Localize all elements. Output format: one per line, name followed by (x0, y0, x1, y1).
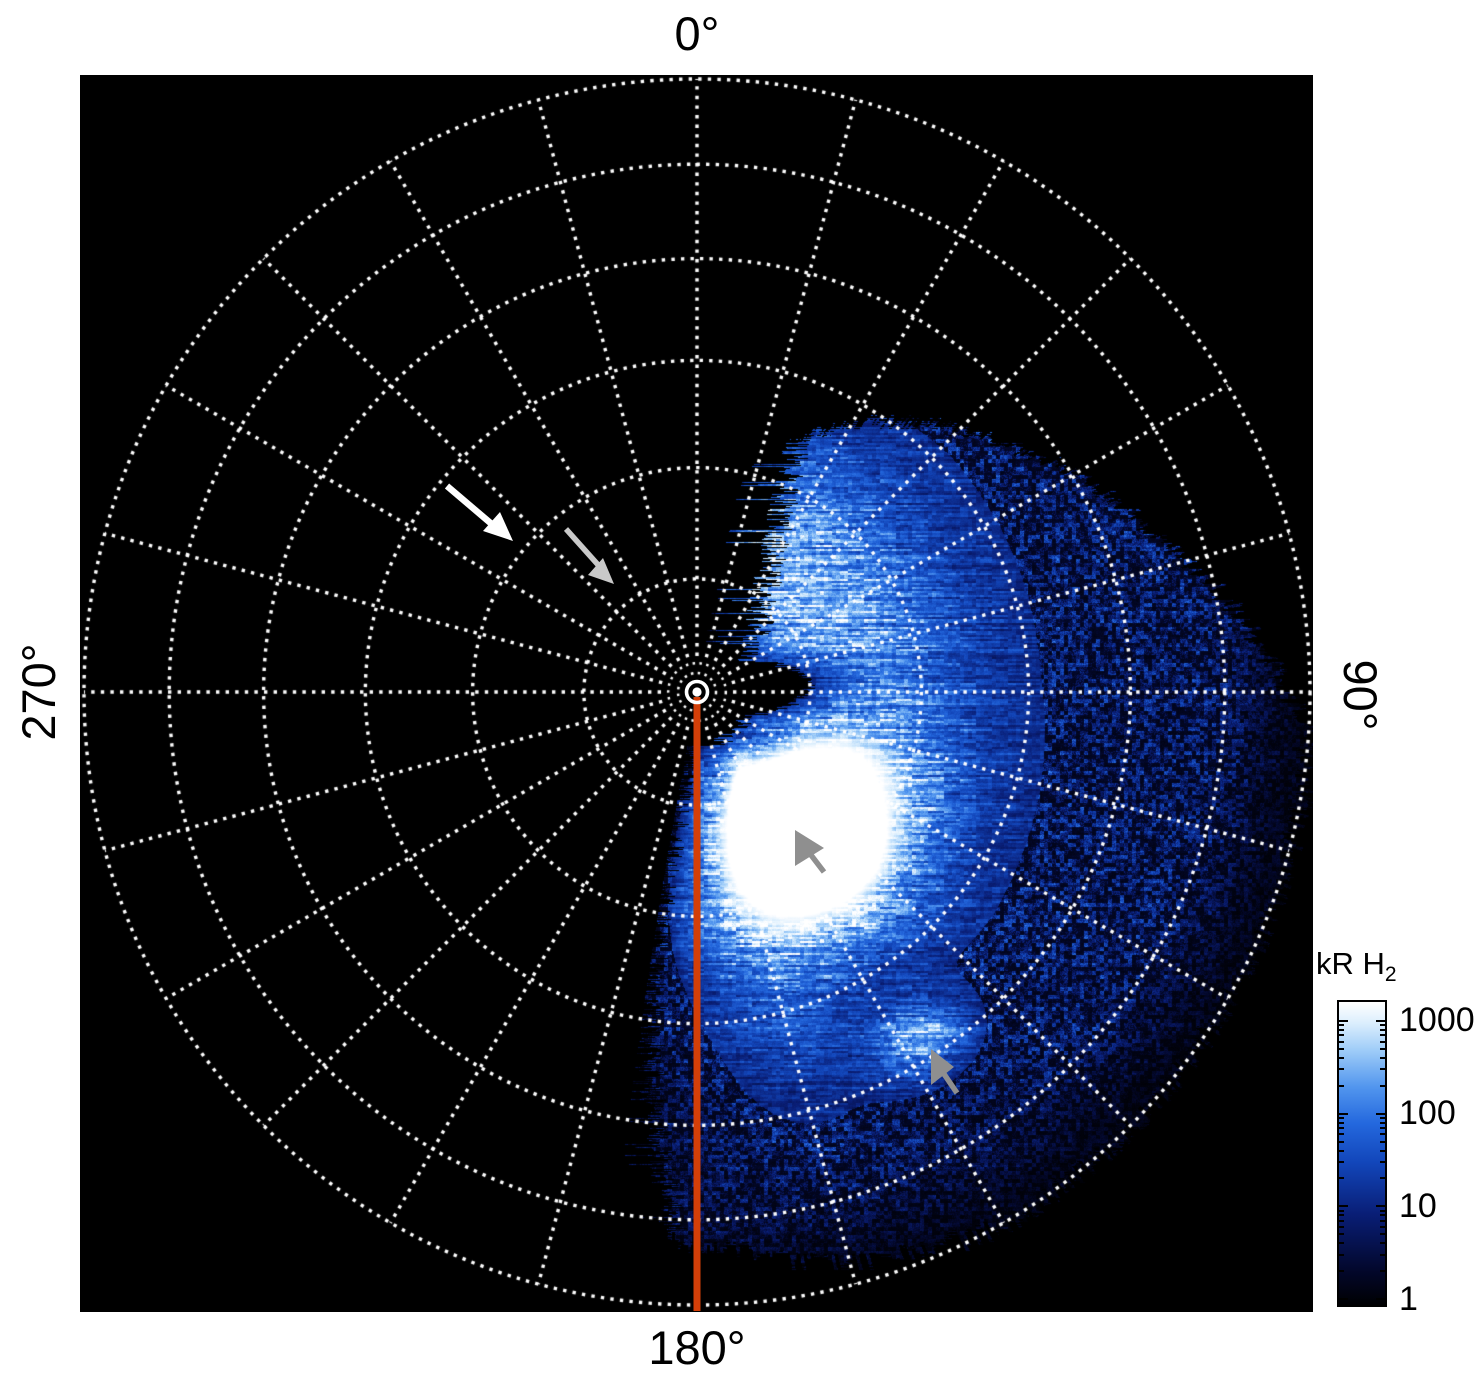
colorbar-minor-tick (1380, 1068, 1385, 1071)
colorbar-minor-tick (1380, 1040, 1385, 1043)
colorbar-major-tick (1339, 1020, 1348, 1022)
colorbar-tick-label-10: 10 (1399, 1187, 1437, 1225)
colorbar-minor-tick (1339, 1149, 1344, 1152)
colorbar-gradient (1337, 1000, 1387, 1307)
colorbar-minor-tick (1380, 1253, 1385, 1256)
colorbar-major-tick (1376, 1020, 1385, 1022)
colorbar-minor-tick (1380, 1214, 1385, 1217)
angle-label-270: 270° (12, 643, 65, 741)
colorbar-minor-tick (1380, 1161, 1385, 1164)
colorbar-minor-tick (1339, 1116, 1344, 1119)
colorbar-minor-tick (1380, 1127, 1385, 1130)
colorbar-tick-label-1000: 1000 (1399, 1001, 1475, 1039)
colorbar-minor-tick (1339, 1024, 1344, 1027)
colorbar-minor-tick (1339, 1219, 1344, 1222)
colorbar-major-tick (1376, 1298, 1385, 1301)
colorbar-minor-tick (1380, 1133, 1385, 1136)
colorbar-minor-tick (1339, 1214, 1344, 1217)
colorbar-minor-tick (1380, 1149, 1385, 1152)
colorbar-minor-tick (1380, 1028, 1385, 1031)
colorbar-minor-tick (1339, 1028, 1344, 1031)
colorbar-minor-tick (1339, 1133, 1344, 1136)
colorbar-minor-tick (1380, 1116, 1385, 1119)
angle-label-180: 180° (648, 1321, 746, 1374)
colorbar-minor-tick (1339, 1233, 1344, 1236)
colorbar-title: kR H2 (1316, 946, 1397, 987)
colorbar-minor-tick (1380, 1047, 1385, 1050)
colorbar-minor-tick (1339, 1127, 1344, 1130)
colorbar-minor-tick (1339, 1253, 1344, 1256)
colorbar-major-tick (1339, 1112, 1348, 1115)
colorbar-minor-tick (1380, 1270, 1385, 1273)
colorbar-minor-tick (1380, 1233, 1385, 1236)
colorbar-minor-tick (1339, 1177, 1344, 1180)
colorbar-major-tick (1376, 1112, 1385, 1115)
colorbar-minor-tick (1380, 1024, 1385, 1027)
colorbar-minor-tick (1380, 1121, 1385, 1124)
colorbar-minor-tick (1380, 1084, 1385, 1087)
angle-label-90: 90° (1334, 659, 1387, 731)
colorbar-major-tick (1376, 1205, 1385, 1208)
colorbar-tick-label-1: 1 (1399, 1280, 1418, 1318)
colorbar-title-text: kR H (1316, 946, 1385, 981)
colorbar-major-tick (1339, 1205, 1348, 1208)
colorbar-minor-tick (1339, 1209, 1344, 1212)
colorbar-minor-tick (1339, 1242, 1344, 1245)
colorbar-minor-tick (1339, 1034, 1344, 1037)
colorbar-minor-tick (1380, 1140, 1385, 1143)
colorbar-minor-tick (1380, 1242, 1385, 1245)
colorbar-minor-tick (1339, 1040, 1344, 1043)
colorbar-minor-tick (1339, 1140, 1344, 1143)
emission-map-canvas (80, 75, 1313, 1312)
colorbar-minor-tick (1339, 1270, 1344, 1273)
colorbar-minor-tick (1380, 1219, 1385, 1222)
colorbar-minor-tick (1380, 1209, 1385, 1212)
colorbar-minor-tick (1339, 1056, 1344, 1059)
colorbar-title-subscript: 2 (1384, 963, 1397, 987)
colorbar-minor-tick (1339, 1068, 1344, 1071)
colorbar-minor-tick (1380, 1034, 1385, 1037)
colorbar-tick-label-100: 100 (1399, 1094, 1456, 1132)
colorbar-minor-tick (1339, 1161, 1344, 1164)
colorbar-major-tick (1339, 1298, 1348, 1301)
colorbar-minor-tick (1380, 1056, 1385, 1059)
angle-label-0: 0° (674, 7, 720, 60)
colorbar-minor-tick (1339, 1047, 1344, 1050)
colorbar-minor-tick (1380, 1177, 1385, 1180)
colorbar-minor-tick (1339, 1225, 1344, 1228)
colorbar-minor-tick (1339, 1084, 1344, 1087)
colorbar-minor-tick (1380, 1225, 1385, 1228)
colorbar-minor-tick (1339, 1121, 1344, 1124)
